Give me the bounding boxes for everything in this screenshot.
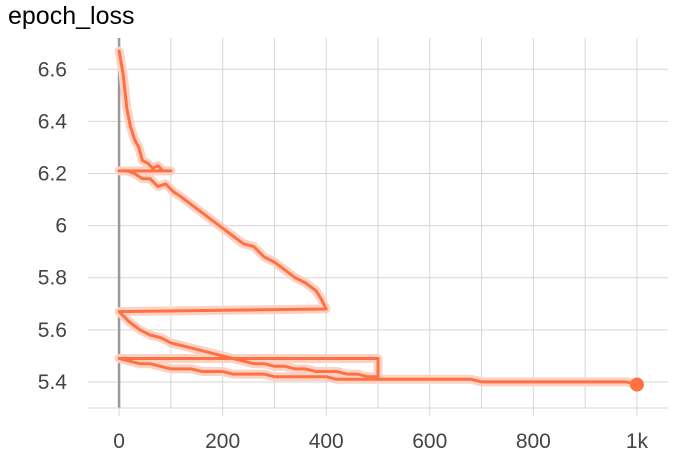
- x-tick-label: 200: [205, 430, 240, 453]
- y-tick-label: 6.6: [38, 58, 67, 81]
- x-tick-label: 1k: [626, 430, 649, 453]
- x-tick-label: 800: [516, 430, 551, 453]
- tick-labels: 5.4 5.6 5.8 6 6.2 6.4 6.6 0 200 400 600 800 1k: [38, 58, 649, 453]
- series-end-marker: [629, 377, 644, 392]
- x-tick-label: 600: [412, 430, 447, 453]
- x-tick-label: 400: [309, 430, 344, 453]
- y-tick-label: 6.2: [38, 162, 67, 185]
- series-line: [117, 49, 639, 386]
- y-tick-label: 6.4: [38, 110, 68, 133]
- y-tick-label: 5.4: [38, 371, 68, 394]
- y-tick-label: 5.8: [38, 267, 67, 290]
- y-tick-label: 6: [55, 215, 67, 238]
- chart-title: epoch_loss: [8, 2, 135, 30]
- x-tick-label: 0: [113, 430, 125, 453]
- series-lines: [114, 46, 644, 392]
- y-tick-label: 5.6: [38, 319, 67, 342]
